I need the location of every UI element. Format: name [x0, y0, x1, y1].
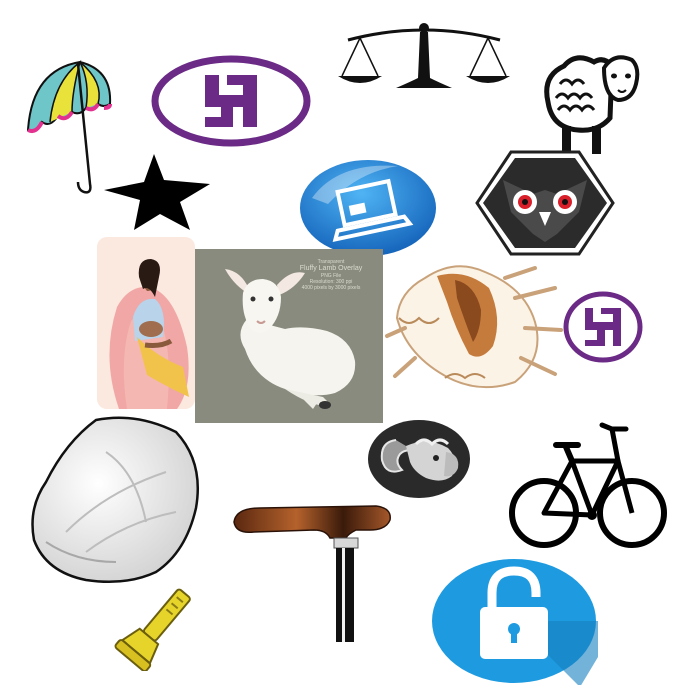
swastika-emblem-small	[562, 290, 644, 364]
padlock-icon	[430, 557, 598, 685]
swastika-emblem-large	[150, 55, 312, 147]
flashlight-icon	[112, 585, 200, 671]
overlay-line2: Fluffy Lamb Overlay	[299, 265, 363, 272]
laptop-icon	[298, 158, 438, 258]
owl-icon	[475, 150, 615, 256]
star-icon	[102, 152, 214, 230]
overlay-line1: Transparent	[317, 259, 345, 265]
mother-icon	[97, 237, 195, 409]
lamb-photo: Transparent Fluffy Lamb Overlay PNG File…	[195, 249, 383, 423]
overlay-line3: PNG File	[320, 273, 342, 279]
conch-white-icon	[26, 412, 206, 587]
conch-brown-icon	[385, 258, 565, 396]
overlay-line5: 4000 pixels by 3000 pixels	[301, 285, 361, 291]
umbrella-icon	[20, 52, 115, 197]
sheep-icon	[542, 48, 640, 156]
cane-icon	[230, 500, 395, 642]
scales-icon	[338, 20, 510, 92]
overlay-line4: Resolution: 300 ppi	[309, 279, 353, 285]
ram-icon	[366, 418, 472, 500]
bicycle-icon	[506, 405, 671, 565]
